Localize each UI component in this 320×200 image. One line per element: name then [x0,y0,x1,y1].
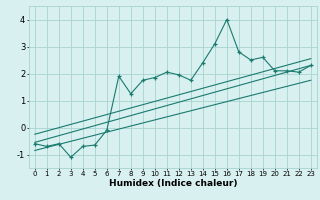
X-axis label: Humidex (Indice chaleur): Humidex (Indice chaleur) [108,179,237,188]
